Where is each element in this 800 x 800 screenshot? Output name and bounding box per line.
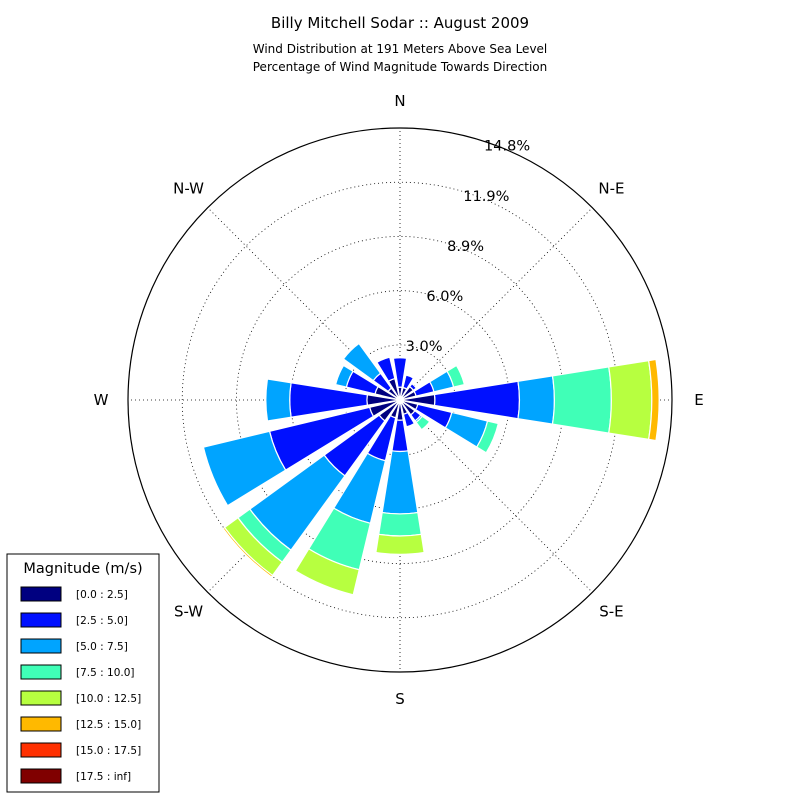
chart-title: Billy Mitchell Sodar :: August 2009 <box>271 14 529 32</box>
outer-boundary <box>127 127 673 673</box>
legend-swatch <box>20 586 62 602</box>
sector-bar <box>608 359 653 441</box>
sector-bar <box>294 548 360 596</box>
grid-spoke <box>399 399 593 593</box>
direction-label: N <box>394 92 405 110</box>
chart-subtitle-line-2: Percentage of Wind Magnitude Towards Dir… <box>253 60 547 74</box>
direction-label: N-W <box>173 180 204 198</box>
sector-bar <box>475 420 500 454</box>
legend-swatch <box>20 742 62 758</box>
legend-title: Magnitude (m/s) <box>23 561 142 577</box>
sector-bar <box>551 366 612 434</box>
legend-label: [10.0 : 12.5] <box>76 693 141 705</box>
sector-bar <box>446 364 466 388</box>
sector-bar <box>376 356 396 383</box>
sector-bar <box>378 511 422 537</box>
legend-label: [2.5 : 5.0] <box>76 615 128 627</box>
sector-bar <box>375 533 425 555</box>
sector-bar <box>202 430 287 507</box>
legend-label: [17.5 : inf] <box>76 771 131 783</box>
sector-bar <box>342 342 382 382</box>
legend-swatch <box>20 716 62 732</box>
sector-bar <box>334 364 354 388</box>
legend-label: [0.0 : 2.5] <box>76 589 128 601</box>
chart-subtitle-line-1: Wind Distribution at 191 Meters Above Se… <box>253 42 548 56</box>
legend-swatch <box>20 638 62 654</box>
radial-tick-label: 11.9% <box>463 189 509 205</box>
legend-swatch <box>20 664 62 680</box>
direction-label: S-E <box>599 602 623 620</box>
legend-label: [5.0 : 7.5] <box>76 641 128 653</box>
legend-label: [15.0 : 17.5] <box>76 745 141 757</box>
legend-swatch <box>20 612 62 628</box>
sector-bar <box>392 357 408 388</box>
sector-bar <box>402 374 415 390</box>
legend-swatch <box>20 690 62 706</box>
direction-label: S <box>395 690 405 708</box>
legend-swatch <box>20 768 62 784</box>
radial-tick-label: 3.0% <box>406 339 443 355</box>
sector-bar <box>381 450 419 515</box>
sector-bar <box>402 411 416 428</box>
grid-spoke <box>399 207 593 401</box>
sector-bar <box>647 358 660 442</box>
direction-label: E <box>694 391 703 409</box>
grid-spoke <box>207 207 401 401</box>
direction-label: S-W <box>174 602 203 620</box>
radial-tick-label: 6.0% <box>426 289 463 305</box>
sector-bar <box>265 378 292 422</box>
legend-label: [7.5 : 10.0] <box>76 667 134 679</box>
sector-bar <box>517 375 555 425</box>
radial-tick-label: 8.9% <box>447 239 484 255</box>
direction-label: N-E <box>598 180 624 198</box>
legend: Magnitude (m/s) [0.0 : 2.5] [2.5 : 5.0] [5… <box>6 553 160 793</box>
direction-label: W <box>94 391 109 409</box>
wind-sectors <box>202 342 660 596</box>
sector-bar <box>408 382 418 392</box>
legend-label: [12.5 : 15.0] <box>76 719 141 731</box>
sector-bar <box>415 415 431 431</box>
radial-tick-label: 14.8% <box>484 139 530 155</box>
sector-bar <box>222 526 274 578</box>
axis-labels: N N-E E S-E S S-W W N-W 3.0% 6.0% 8.9% 11.9% 14.8% <box>94 92 704 708</box>
